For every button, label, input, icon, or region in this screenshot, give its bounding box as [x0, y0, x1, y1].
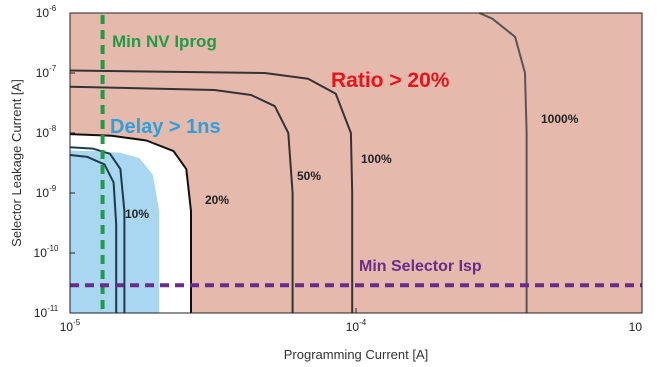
- curve-label-100: 100%: [361, 152, 392, 166]
- y-tick-label: 10-7: [36, 64, 57, 80]
- region-label-ratio: Ratio > 20%: [331, 69, 450, 92]
- threshold-label-min-selector-isp: Min Selector Isp: [359, 258, 482, 275]
- curve-label-20: 20%: [205, 193, 229, 207]
- x-tick-label: 10: [629, 320, 643, 334]
- curve-label-1000: 1000%: [541, 112, 579, 126]
- y-axis-label: Selector Leakage Current [A]: [9, 79, 24, 247]
- threshold-label-min-nv-iprog: Min NV Iprog: [112, 32, 217, 51]
- y-tick-label: 10-8: [36, 124, 57, 140]
- y-tick-label: 10-11: [34, 304, 59, 320]
- curve-aux-1: [69, 146, 126, 313]
- region-label-delay: Delay > 1ns: [110, 116, 221, 138]
- x-tick-label: 10-5: [60, 318, 81, 334]
- curve-1000pct: [478, 12, 528, 313]
- y-tick-label: 10-6: [36, 4, 57, 20]
- curve-100pct: [69, 69, 354, 313]
- y-tick-label: 10-10: [34, 244, 59, 260]
- curve-label-10: 10%: [125, 207, 149, 221]
- chart-thresholds: [70, 15, 642, 313]
- chart-curves: [69, 12, 528, 313]
- region-delay-fill: [70, 150, 160, 313]
- y-tick-label: 10-9: [36, 184, 57, 200]
- x-tick-label: 10-4: [346, 318, 367, 334]
- curve-label-50: 50%: [297, 169, 321, 183]
- curve-20pct: [69, 133, 192, 313]
- curve-50pct: [69, 85, 294, 313]
- x-axis-label: Programming Current [A]: [284, 347, 429, 362]
- chart-regions: [70, 13, 642, 313]
- axis-ticks: 10-11 10-10 10-9 10-8 10-7 10-6 10-5 10-4 10: [34, 4, 643, 334]
- curve-10pct: [69, 154, 118, 313]
